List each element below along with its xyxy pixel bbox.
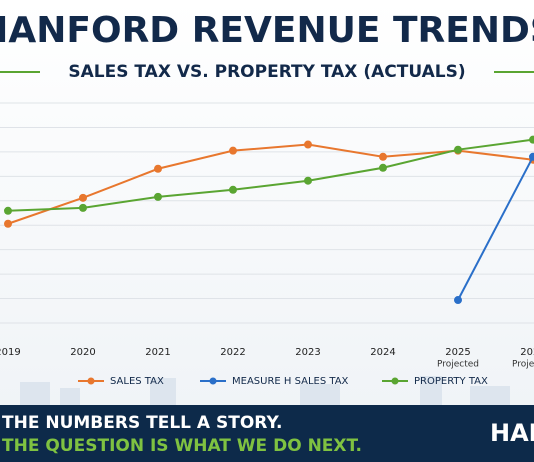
logo: HAN — [490, 419, 534, 447]
skyline — [20, 376, 510, 406]
data-point — [154, 192, 162, 201]
data-point — [304, 176, 312, 185]
data-point — [529, 152, 534, 161]
banner-line: THE NUMBERS TELL A STORY. — [2, 413, 282, 433]
banner-line: THE QUESTION IS WHAT WE DO NEXT. — [2, 436, 362, 456]
data-point — [454, 145, 462, 154]
data-point — [379, 152, 387, 161]
legend-swatch — [209, 377, 217, 385]
x-tick-label: 2020 — [70, 347, 95, 358]
data-point — [304, 140, 312, 149]
chart-subtitle: SALES TAX VS. PROPERTY TAX (ACTUALS) — [68, 62, 465, 82]
chart-title: HANFORD REVENUE TRENDS — [0, 10, 534, 51]
data-point — [454, 296, 462, 305]
data-point — [529, 135, 534, 144]
x-tick-label: 2024 — [370, 347, 395, 358]
data-point — [4, 206, 12, 215]
x-tick-label: 2022 — [220, 347, 245, 358]
x-tick-note: Projected — [512, 360, 534, 370]
x-tick-label: 2025 — [445, 347, 470, 358]
legend-label: MEASURE H SALES TAX — [232, 376, 349, 387]
data-point — [229, 185, 237, 194]
series-line — [7, 138, 534, 212]
series-line — [457, 156, 534, 301]
data-point — [79, 203, 87, 212]
data-point — [229, 146, 237, 155]
data-point — [79, 193, 87, 202]
data-point — [4, 219, 12, 228]
legend-label: SALES TAX — [110, 376, 164, 387]
x-tick-label: 2026 — [520, 347, 534, 358]
banner — [0, 405, 534, 462]
data-point — [379, 163, 387, 172]
x-tick-label: 2019 — [0, 347, 21, 358]
legend-swatch — [87, 377, 95, 385]
x-tick-label: 2021 — [145, 347, 170, 358]
legend-label: PROPERTY TAX — [414, 376, 488, 387]
x-tick-label: 2023 — [295, 347, 320, 358]
x-tick-note: Projected — [437, 360, 479, 370]
data-point — [154, 164, 162, 173]
legend-swatch — [391, 377, 399, 385]
